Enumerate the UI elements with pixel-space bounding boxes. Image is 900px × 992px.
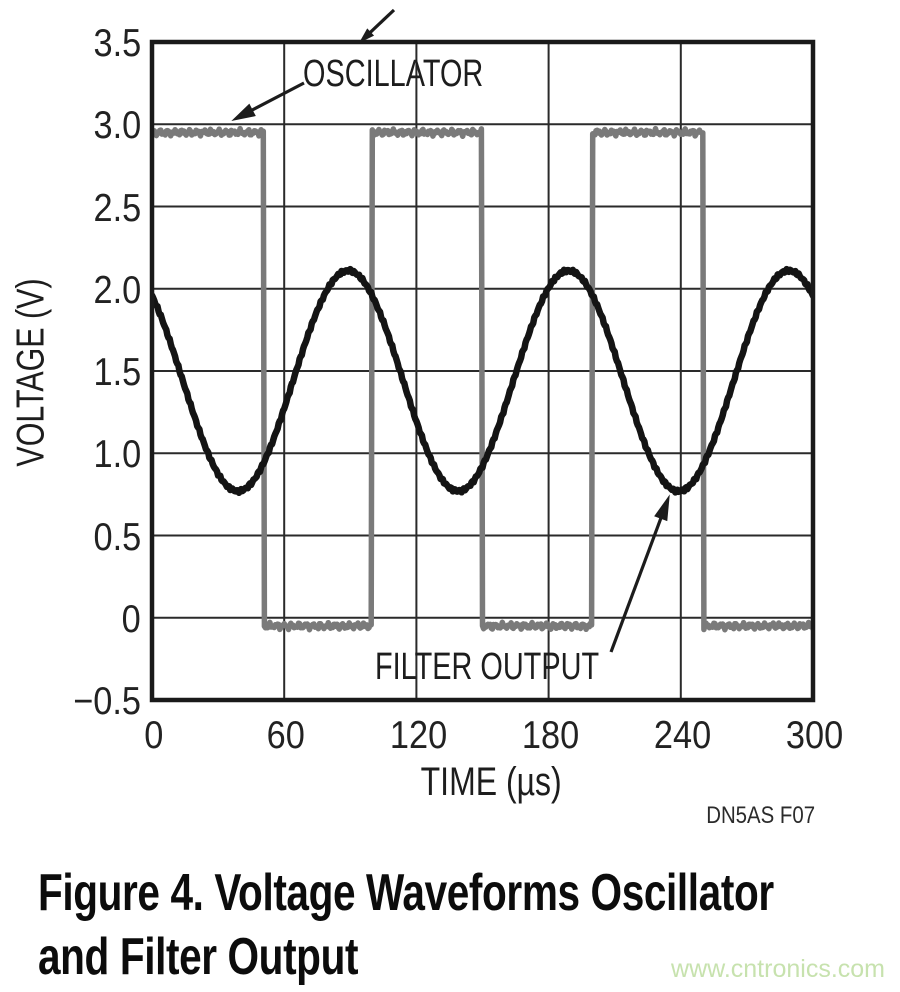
y-tick-label: 1.0 <box>93 433 141 477</box>
y-tick-label: 2.5 <box>93 186 141 230</box>
figure-caption: Figure 4. Voltage Waveforms Oscillator a… <box>38 861 900 989</box>
watermark: www.cntronics.com <box>671 955 885 983</box>
x-axis-title: TIME (µs) <box>420 760 563 804</box>
figure-reference-note: DN5AS F07 <box>706 802 815 829</box>
x-tick-label: 180 <box>521 714 580 757</box>
x-tick-label: 60 <box>267 714 306 757</box>
y-tick-label: 0 <box>121 597 141 641</box>
y-tick-label: 0.5 <box>93 515 141 559</box>
y-tick-label: −0.5 <box>73 680 141 723</box>
series-label-oscillator: OSCILLATOR <box>303 53 484 95</box>
y-tick-label: 3.0 <box>93 104 141 148</box>
cropped-top-arrow-line <box>364 8 396 38</box>
oscillator-arrow-line <box>243 81 305 116</box>
waveform-plot <box>149 8 816 703</box>
filter-output-arrow-line <box>609 508 666 653</box>
filter-output-trace <box>152 265 813 497</box>
x-tick-label: 240 <box>654 714 712 757</box>
y-tick-label: 2.0 <box>93 268 141 312</box>
y-tick-label: 3.5 <box>93 22 141 65</box>
oscillator-trace <box>152 125 813 633</box>
cropped-top-arrow-head <box>359 28 375 43</box>
series-label-filter-output: FILTER OUTPUT <box>375 646 600 688</box>
plot-border <box>149 39 816 703</box>
oscillator-arrow-head <box>231 103 256 121</box>
x-tick-label: 0 <box>144 714 164 757</box>
filter-output-arrow-head <box>654 494 670 522</box>
x-tick-label: 120 <box>389 714 448 757</box>
x-tick-label: 300 <box>786 714 844 757</box>
y-tick-label: 1.5 <box>93 351 141 394</box>
caption-line-2: and Filter Output <box>38 928 359 986</box>
caption-line-1: Figure 4. Voltage Waveforms Oscillator <box>38 864 774 922</box>
